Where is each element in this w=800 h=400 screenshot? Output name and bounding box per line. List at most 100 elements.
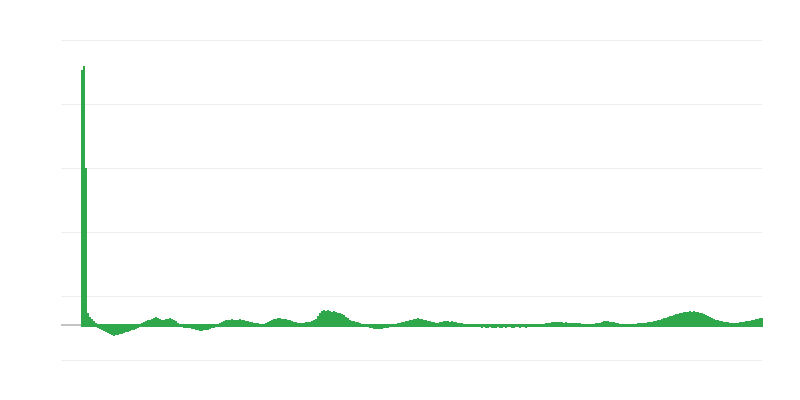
bar (505, 324, 507, 328)
bar (301, 323, 303, 327)
bar (167, 319, 169, 327)
bar (381, 324, 383, 329)
bar (595, 323, 597, 327)
bar (241, 320, 243, 327)
bar (93, 321, 95, 327)
bar (519, 324, 521, 328)
bar (385, 324, 387, 328)
bar (161, 320, 163, 327)
bar (685, 312, 687, 327)
bar (571, 323, 573, 327)
bar (687, 312, 689, 327)
gridlines (61, 40, 762, 361)
bar (357, 322, 359, 327)
bar (237, 320, 239, 327)
bar (305, 322, 307, 327)
bar (295, 322, 297, 327)
bar (513, 324, 515, 328)
bar (449, 322, 451, 327)
bar (253, 323, 255, 327)
bar (545, 323, 547, 327)
bar (527, 324, 529, 327)
bar (645, 323, 647, 327)
bar (307, 322, 309, 327)
bar (397, 323, 399, 327)
bar (543, 324, 545, 327)
bar (339, 313, 341, 327)
bar (191, 324, 193, 329)
bar (723, 322, 725, 327)
bar (533, 324, 535, 327)
bar (641, 323, 643, 327)
bar (147, 320, 149, 327)
bar (275, 319, 277, 327)
bar (133, 324, 135, 330)
bar (649, 322, 651, 327)
bar (755, 319, 757, 327)
bar (403, 322, 405, 327)
bar (379, 324, 381, 329)
bar (273, 319, 275, 327)
bar (733, 323, 735, 327)
bar (109, 324, 111, 334)
bar (213, 324, 215, 328)
bar (321, 311, 323, 327)
bar (103, 324, 105, 331)
bar (735, 323, 737, 327)
bar (583, 324, 585, 327)
bar (487, 324, 489, 328)
bar (643, 323, 645, 327)
bar (197, 324, 199, 330)
bar (245, 321, 247, 327)
bar (271, 320, 273, 327)
bar (183, 324, 185, 328)
bar (297, 323, 299, 327)
bar (619, 324, 621, 327)
bar (761, 318, 763, 327)
bar-series (81, 66, 763, 336)
bar (367, 324, 369, 327)
bar (623, 324, 625, 327)
bar (229, 320, 231, 327)
bar (199, 324, 201, 331)
bar (647, 322, 649, 327)
bar (593, 324, 595, 327)
bar (677, 314, 679, 327)
bar (437, 323, 439, 327)
bar (369, 324, 371, 328)
bar (429, 321, 431, 327)
bar (553, 322, 555, 327)
bar (611, 322, 613, 327)
bar (323, 310, 325, 327)
bar (711, 318, 713, 327)
bar (447, 321, 449, 327)
bar (697, 312, 699, 327)
bar (567, 323, 569, 327)
bar (549, 323, 551, 327)
bar (629, 324, 631, 327)
bar (717, 320, 719, 327)
bar (585, 324, 587, 327)
bar (157, 318, 159, 327)
bar (247, 321, 249, 327)
bar (107, 324, 109, 333)
bar (727, 322, 729, 327)
bar (725, 322, 727, 327)
bar (223, 321, 225, 327)
bar (615, 323, 617, 327)
bar (599, 323, 601, 327)
bar (289, 320, 291, 327)
bar (467, 324, 469, 327)
bar (163, 320, 165, 327)
bar (481, 324, 483, 328)
bar (87, 313, 89, 327)
bar (557, 322, 559, 327)
bar (399, 323, 401, 327)
bar (303, 323, 305, 327)
bar (355, 322, 357, 327)
bar (187, 324, 189, 328)
bar (377, 324, 379, 329)
bar (101, 324, 103, 330)
